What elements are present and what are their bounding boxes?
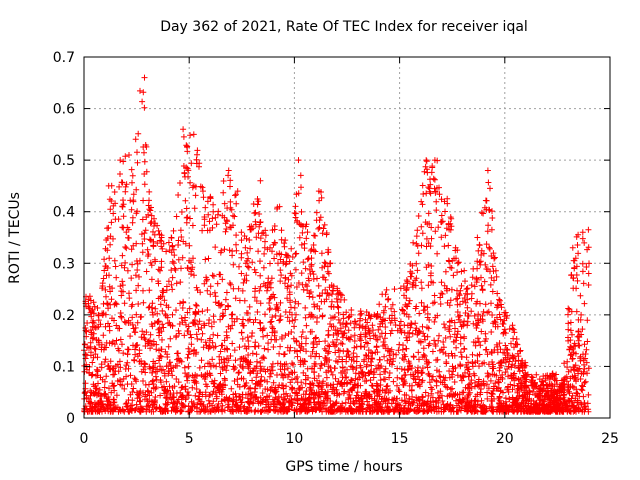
x-axis-label: GPS time / hours — [285, 459, 402, 475]
y-tick-label: 0 — [66, 411, 75, 427]
x-tick-label: 25 — [601, 431, 619, 447]
x-tick-label: 5 — [185, 431, 194, 447]
x-tick-label: 0 — [80, 431, 89, 447]
axes: 0 0.1 0.2 0.3 0.4 0.5 0.6 0.7 0 5 10 15 20 25 — [53, 50, 619, 447]
plot-frame — [83, 56, 611, 419]
y-tick-label: 0.2 — [53, 308, 75, 324]
y-tick-label: 0.1 — [53, 359, 75, 375]
data-points — [81, 74, 592, 415]
y-tick-label: 0.4 — [53, 205, 75, 221]
x-tick-label: 20 — [496, 431, 514, 447]
y-tick-label: 0.6 — [53, 102, 75, 118]
x-tick-label: 10 — [285, 431, 303, 447]
y-axis-label: ROTI / TECUs — [7, 192, 23, 284]
y-tick-label: 0.7 — [53, 50, 75, 66]
chart-title: Day 362 of 2021, Rate Of TEC Index for r… — [160, 19, 528, 35]
roti-point-markers — [81, 74, 592, 415]
y-tick-label: 0.3 — [53, 256, 75, 272]
y-tick-label: 0.5 — [53, 153, 75, 169]
x-tick-label: 15 — [391, 431, 409, 447]
